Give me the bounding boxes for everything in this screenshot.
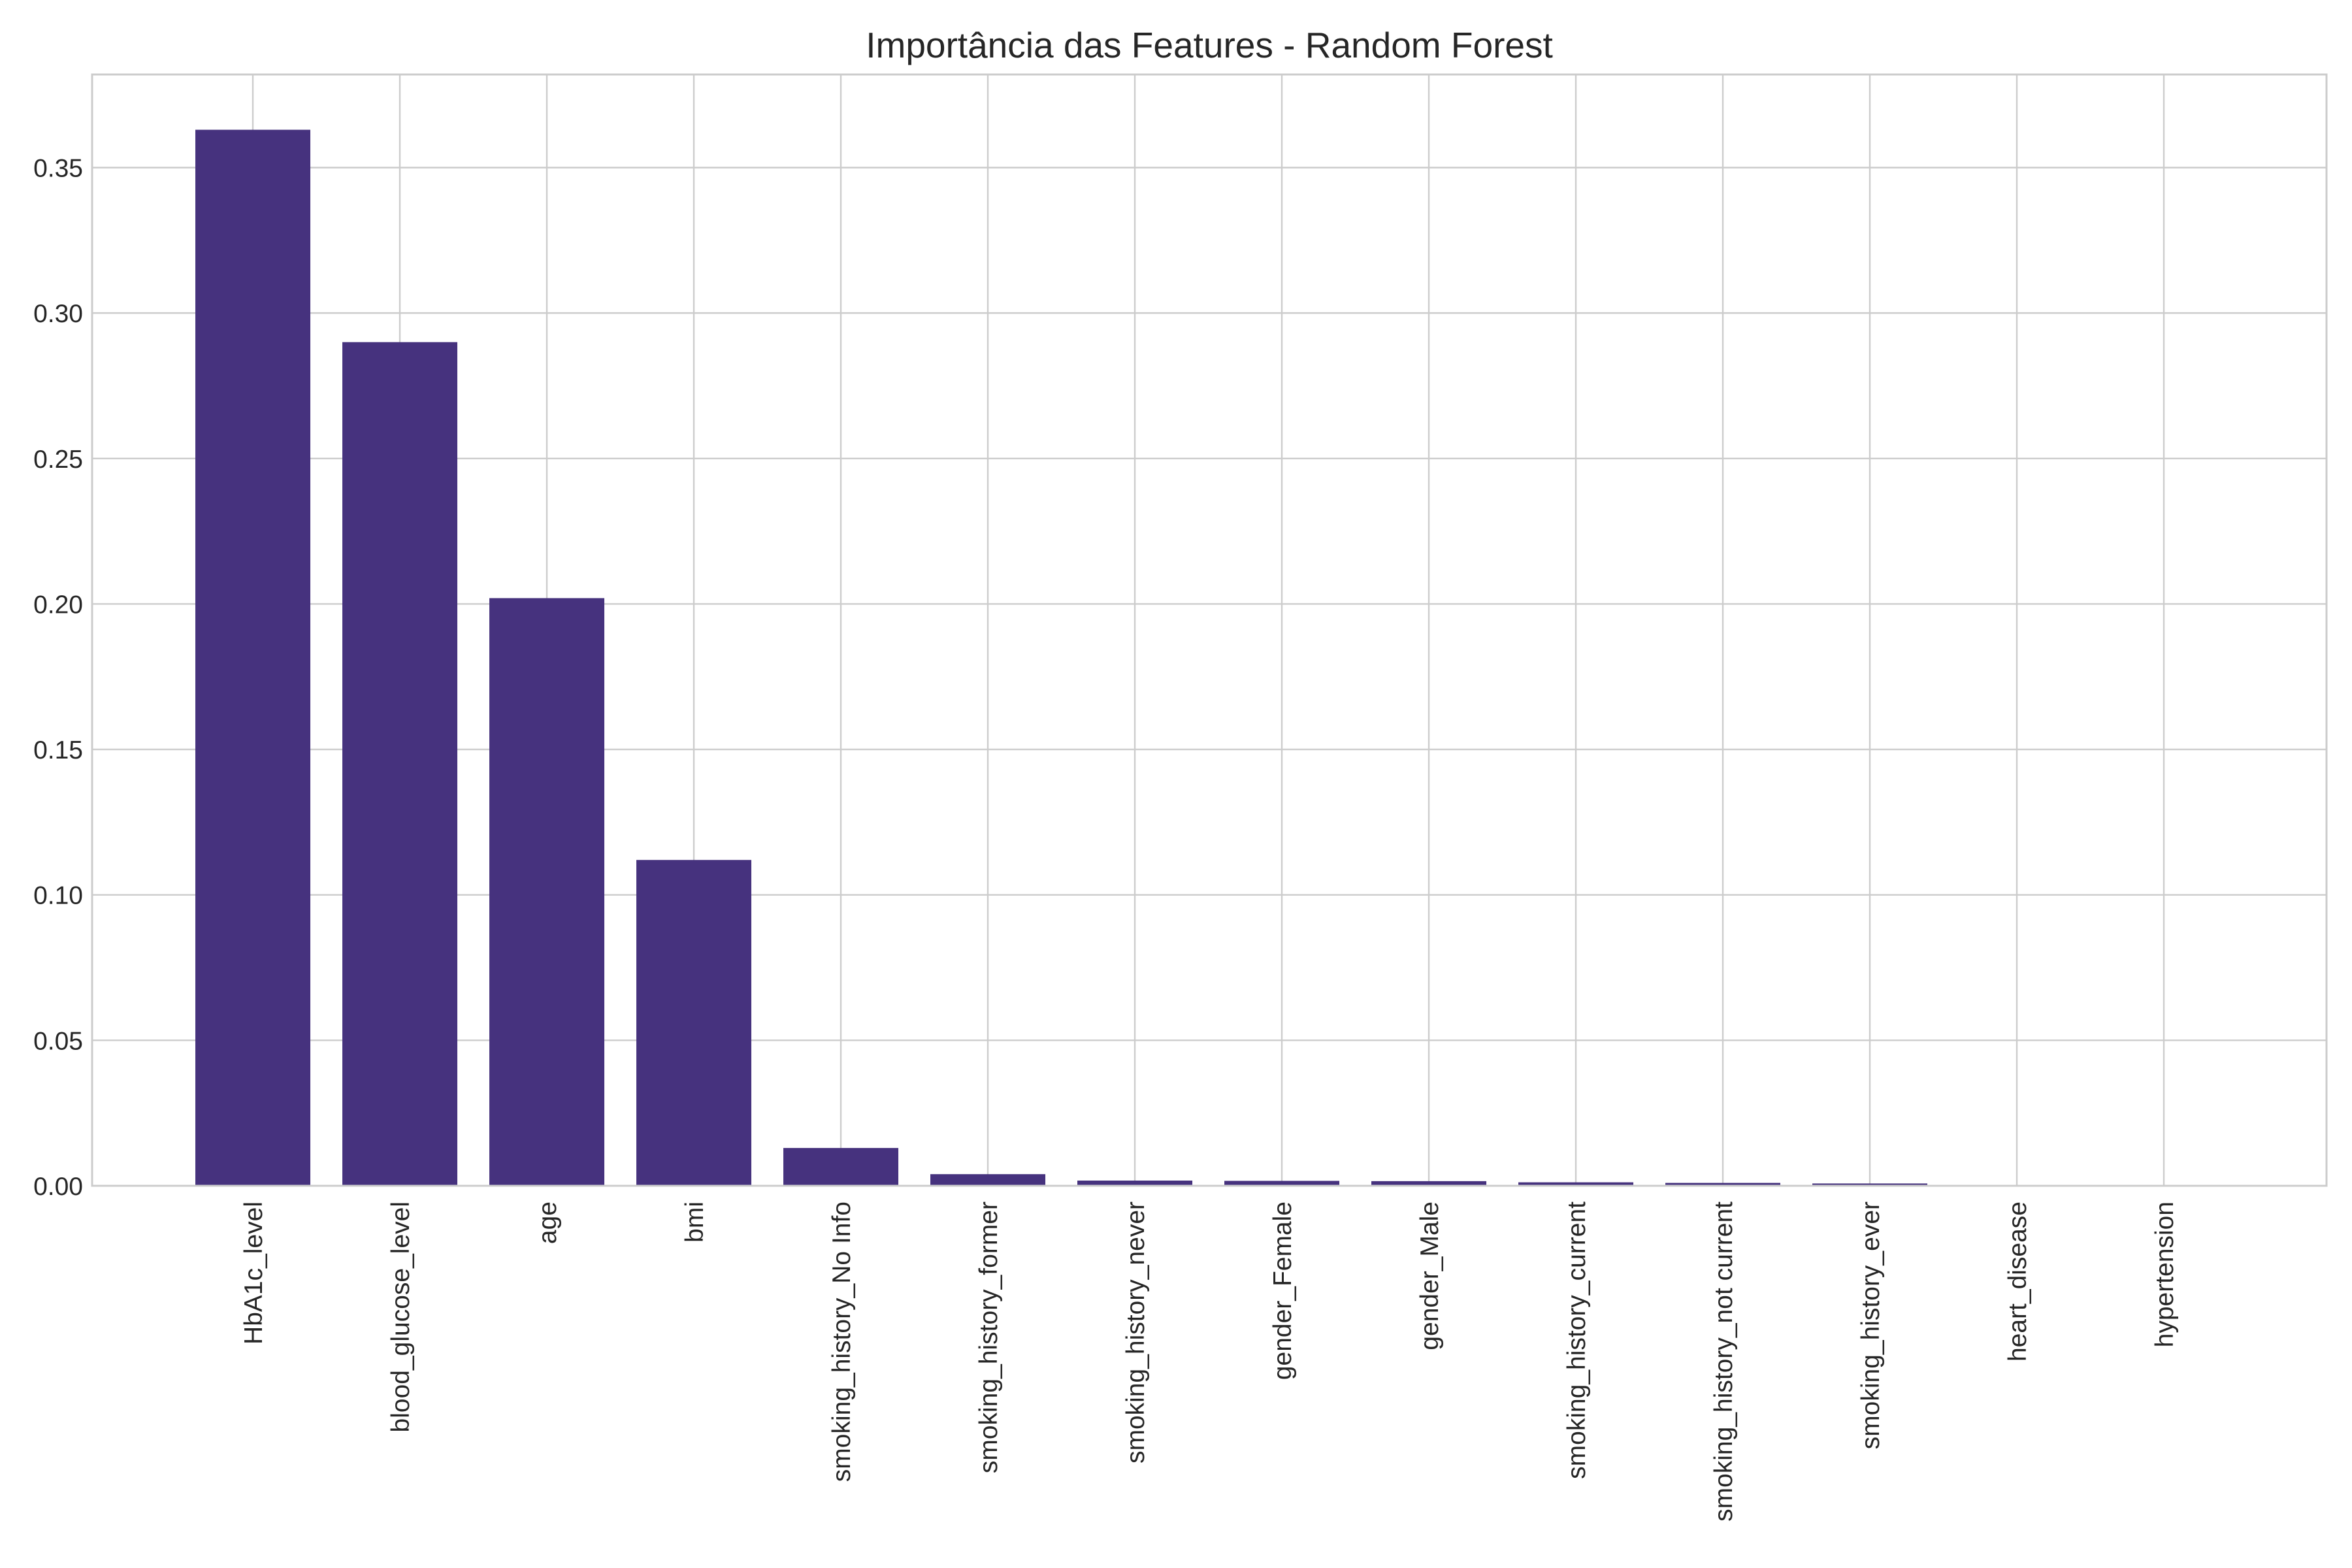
bar-gender-female: [1224, 1181, 1339, 1186]
x-tick-label: smoking_history_former: [975, 1201, 1003, 1473]
x-tick-label: smoking_history_No Info: [828, 1201, 856, 1482]
bar-smoking-history-current: [1518, 1182, 1633, 1186]
y-tick-label: 0.15: [33, 736, 83, 764]
bar-smoking-history-not-current: [1665, 1183, 1780, 1186]
x-tick-label: gender_Female: [1269, 1201, 1297, 1380]
bars: [195, 129, 1927, 1186]
x-tick-label: smoking_history_ever: [1857, 1201, 1885, 1449]
x-tick-label: age: [534, 1201, 562, 1244]
bar-gender-male: [1371, 1181, 1486, 1186]
x-tick-label: smoking_history_not current: [1710, 1201, 1738, 1522]
bar-smoking-history-former: [930, 1174, 1045, 1186]
y-tick-label: 0.00: [33, 1173, 83, 1201]
bar-smoking-history-ever: [1812, 1183, 1927, 1186]
bar-blood-glucose-level: [342, 342, 457, 1186]
bar-bmi: [636, 860, 751, 1186]
bar-smoking-history-never: [1077, 1180, 1192, 1186]
x-tick-label: bmi: [681, 1201, 709, 1243]
y-tick-label: 0.10: [33, 882, 83, 910]
x-axis-ticks: HbA1c_level blood_glucose_level age bmi smok…: [240, 1201, 2179, 1522]
axes-frame: [91, 73, 2328, 1187]
x-tick-label: smoking_history_current: [1563, 1201, 1591, 1479]
x-tick-label: smoking_history_never: [1122, 1201, 1150, 1463]
y-tick-label: 0.35: [33, 154, 83, 182]
x-tick-label: hypertension: [2151, 1201, 2179, 1347]
x-tick-label: blood_glucose_level: [387, 1201, 415, 1432]
y-tick-label: 0.30: [33, 300, 83, 328]
grid-lines: [92, 74, 2327, 1187]
x-tick-label: heart_disease: [2004, 1201, 2032, 1362]
bar-hba1c-level: [195, 129, 310, 1186]
y-tick-label: 0.20: [33, 591, 83, 619]
y-axis-ticks: 0.00 0.05 0.10 0.15 0.20 0.25 0.30 0.35: [33, 154, 83, 1201]
chart-title: Importância das Features - Random Forest: [866, 25, 1553, 65]
bar-age: [489, 598, 604, 1186]
y-tick-label: 0.25: [33, 446, 83, 474]
bar-smoking-history-no-info: [783, 1148, 898, 1186]
y-tick-label: 0.05: [33, 1027, 83, 1055]
x-tick-label: gender_Male: [1416, 1201, 1444, 1350]
x-tick-label: HbA1c_level: [240, 1201, 268, 1345]
